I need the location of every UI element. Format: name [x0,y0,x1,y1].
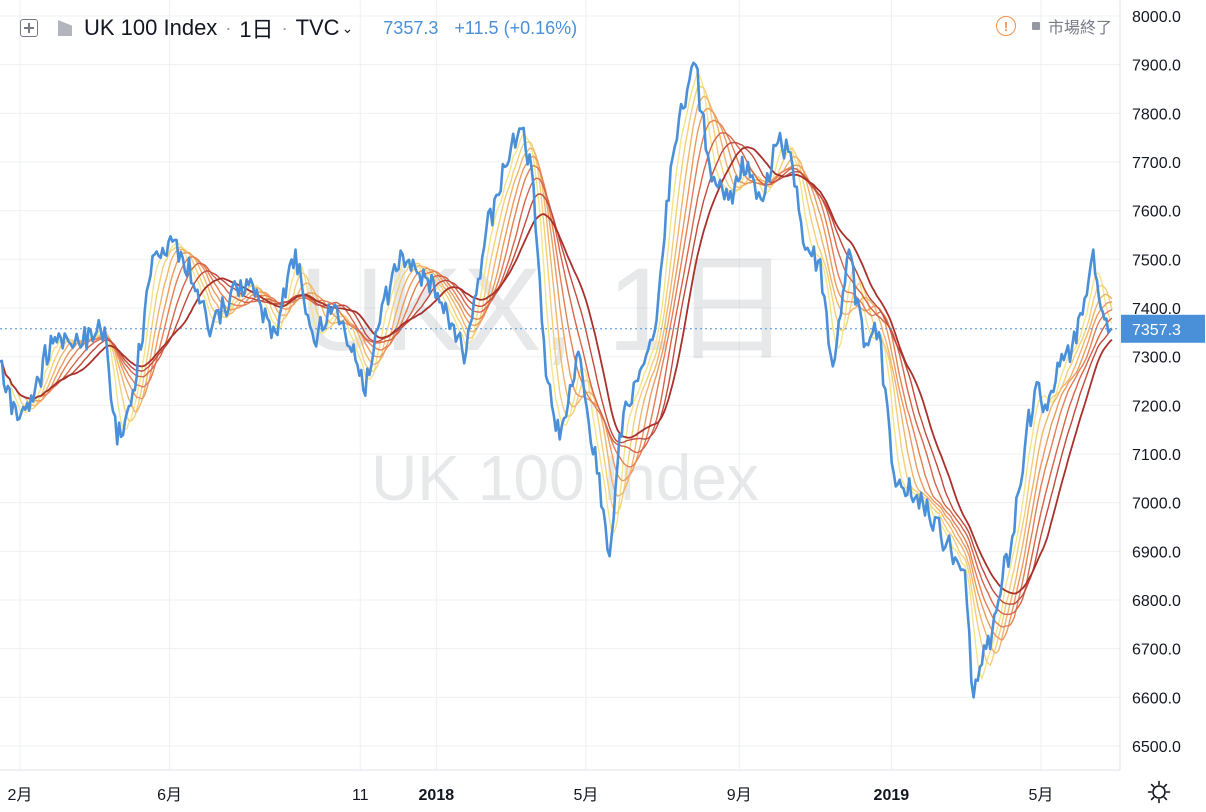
moving-average-line [0,146,1113,595]
time-axis-label: 11 [352,787,369,804]
time-axis-label: 2月 [7,787,32,804]
price-change: +11.5 (+0.16%) [454,17,578,38]
market-status-label: 市場終了 [1047,20,1112,37]
source-label[interactable]: TVC [295,15,340,40]
time-axis[interactable]: 2月 6月 11 2018 5月 9月 2019 5月 [7,787,1053,804]
price-axis-label: 6700.0 [1132,642,1181,659]
moving-average-line [0,119,1113,628]
separator-dot: · [281,17,288,38]
price-series [0,61,1113,699]
price-axis-label: 7500.0 [1132,252,1181,269]
price-line [0,61,1113,699]
flag-icon [58,20,72,36]
price-axis-label: 7600.0 [1132,204,1181,221]
plus-box-icon[interactable] [20,19,38,37]
last-price-tag-bg [1121,314,1205,343]
time-axis-label: 9月 [727,787,752,804]
price-axis-label: 6800.0 [1132,593,1181,610]
price-axis-label: 7100.0 [1132,447,1181,464]
moving-average-line [0,95,1113,654]
last-price-value: 7357.3 [383,17,439,38]
time-axis-label: 2018 [419,787,455,804]
price-axis-label: 7700.0 [1132,155,1181,172]
symbol-title[interactable]: UK 100 Index [84,15,218,40]
price-axis-label: 7800.0 [1132,106,1181,123]
time-axis-label: 6月 [157,787,182,804]
price-axis-label: 7300.0 [1132,350,1181,367]
price-axis-label: 7400.0 [1132,301,1181,318]
moving-average-ribbon [0,70,1113,681]
price-axis-label: 6600.0 [1132,690,1181,707]
separator-dot: · [225,17,232,38]
status-square-icon [1031,22,1040,30]
market-status: ! 市場終了 [995,14,1112,38]
time-axis-label: 5月 [573,787,598,804]
warning-icon[interactable]: ! [995,16,1016,36]
last-price-tag-label: 7357.3 [1132,322,1181,339]
chart-legend-header: UK 100 Index · 1日 · TVC ⌄ 7357.3 +11.5 (… [12,12,577,44]
time-axis-label: 2019 [874,787,910,804]
gear-icon[interactable] [1147,780,1171,804]
moving-average-line [0,141,1113,605]
price-axis-label: 6900.0 [1132,544,1181,561]
last-price-tag: 7357.3 [1121,314,1205,343]
time-axis-label: 5月 [1028,787,1053,804]
watermark-line-2: UK 100 Index [371,442,759,514]
price-axis-label: 7200.0 [1132,398,1181,415]
price-axis-label: 8000.0 [1132,9,1181,26]
price-axis-label: 7000.0 [1132,496,1181,513]
price-axis-label: 7900.0 [1132,58,1181,75]
grid-lines [0,0,1120,770]
price-axis-label: 6500.0 [1132,739,1181,756]
chevron-down-icon[interactable]: ⌄ [341,19,354,36]
interval-label[interactable]: 1日 [239,17,274,42]
price-axis[interactable]: 6500.0 6600.0 6700.0 6800.0 6900.0 7000.0 7100… [1132,9,1181,756]
